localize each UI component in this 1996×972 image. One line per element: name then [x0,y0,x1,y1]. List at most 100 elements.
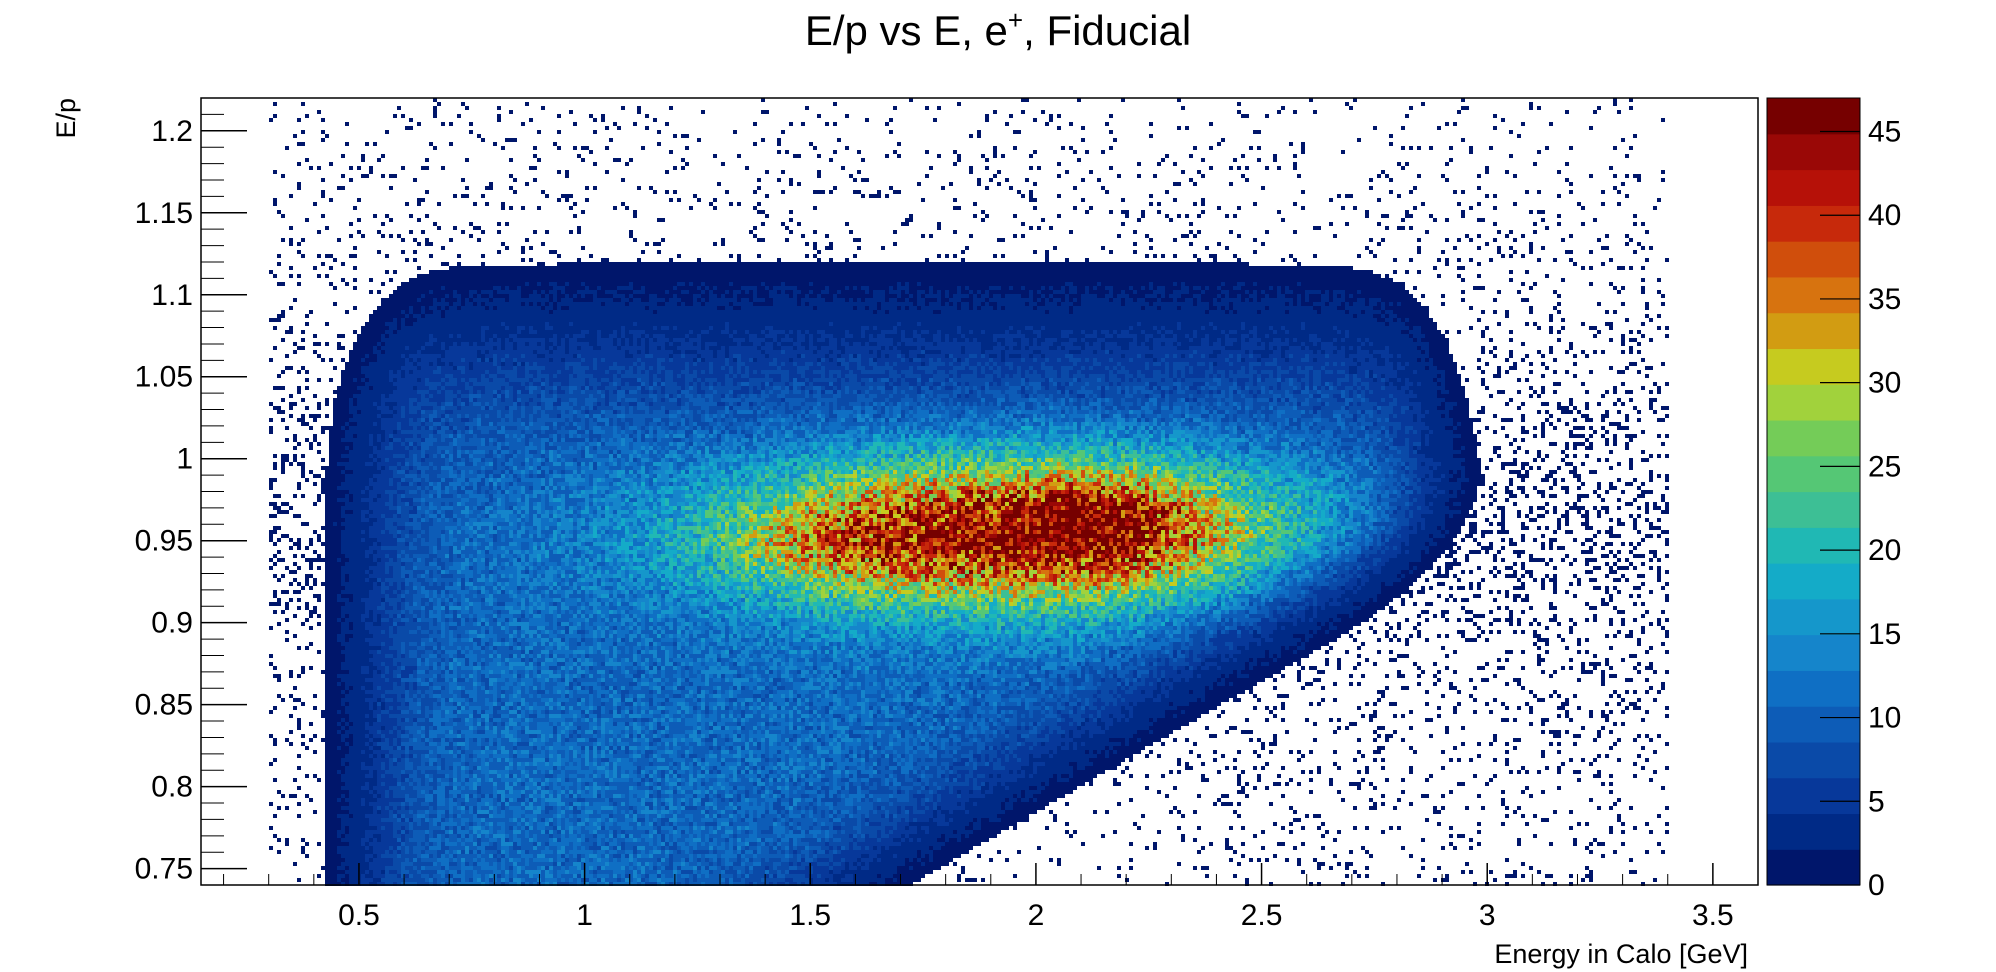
heatmap-cell [513,278,517,282]
heatmap-cell [1041,286,1045,290]
heatmap-cell [669,278,673,282]
heatmap-cell [661,270,665,274]
heatmap-cell [1273,278,1277,282]
heatmap-cell [913,266,917,270]
heatmap-cell [1521,282,1525,286]
heatmap-cell [589,294,593,298]
heatmap-cell [1597,302,1601,306]
heatmap-cell [1485,166,1489,170]
heatmap-cell [397,290,401,294]
heatmap-cell [1189,262,1193,266]
heatmap-cell [369,278,373,282]
heatmap-cell [593,130,597,134]
heatmap-cell [549,294,553,298]
heatmap-cell [585,282,589,286]
heatmap-cell [1217,294,1221,298]
heatmap-cell [1105,290,1109,294]
heatmap-cell [1385,278,1389,282]
heatmap-cell [389,306,393,310]
heatmap-cell [1149,298,1153,302]
heatmap-cell [817,282,821,286]
heatmap-cell [1661,170,1665,174]
heatmap-cell [1301,294,1305,298]
heatmap-cell [393,174,397,178]
heatmap-cell [1289,298,1293,302]
heatmap-cell [1085,290,1089,294]
heatmap-cell [605,278,609,282]
heatmap-cell [1241,278,1245,282]
heatmap-cell [937,266,941,270]
heatmap-cell [1109,290,1113,294]
heatmap-cell [721,238,725,242]
heatmap-cell [1417,246,1421,250]
heatmap-cell [1201,262,1205,266]
heatmap-cell [1177,270,1181,274]
heatmap-cell [1609,166,1613,170]
heatmap-cell [681,290,685,294]
heatmap-cell [1073,286,1077,290]
heatmap-cell [557,170,561,174]
heatmap-cell [1137,270,1141,274]
heatmap-cell [665,266,669,270]
heatmap-cell [569,294,573,298]
heatmap-cell [1409,106,1413,110]
heatmap-cell [689,206,693,210]
heatmap-cell [1397,282,1401,286]
heatmap-cell [385,306,389,310]
heatmap-cell [961,302,965,306]
heatmap-cell [1601,202,1605,206]
heatmap-cell [413,290,417,294]
heatmap-cell [981,278,985,282]
heatmap-cell [561,286,565,290]
heatmap-cell [509,110,513,114]
heatmap-cell [449,290,453,294]
heatmap-cell [633,278,637,282]
heatmap-cell [569,110,573,114]
heatmap-cell [821,302,825,306]
heatmap-cell [1277,274,1281,278]
heatmap-cell [953,198,957,202]
heatmap-cell [821,274,825,278]
heatmap-cell [1209,122,1213,126]
heatmap-cell [689,306,693,310]
heatmap-cell [885,282,889,286]
heatmap-cell [401,298,405,302]
heatmap-cell [561,270,565,274]
heatmap-cell [1293,298,1297,302]
heatmap-cell [1189,242,1193,246]
heatmap-cell [873,294,877,298]
heatmap-cell [893,150,897,154]
heatmap-cell [805,286,809,290]
heatmap-cell [429,302,433,306]
heatmap-cell [545,194,549,198]
heatmap-cell [1005,270,1009,274]
heatmap-cell [989,286,993,290]
heatmap-cell [469,270,473,274]
heatmap-cell [1121,210,1125,214]
heatmap-cell [381,298,385,302]
heatmap-cell [1325,274,1329,278]
heatmap-cell [1209,262,1213,266]
heatmap-cell [945,266,949,270]
heatmap-cell [1197,266,1201,270]
heatmap-cell [521,306,525,310]
heatmap-cell [481,294,485,298]
heatmap-cell [1097,178,1101,182]
heatmap-cell [409,290,413,294]
heatmap-cell [761,282,765,286]
heatmap-cell [985,158,989,162]
heatmap-cell [597,286,601,290]
heatmap-cell [993,302,997,306]
heatmap-cell [1289,274,1293,278]
heatmap-cell [561,282,565,286]
heatmap-cell [849,230,853,234]
heatmap-cell [1205,262,1209,266]
heatmap-cell [965,286,969,290]
heatmap-cell [1357,294,1361,298]
heatmap-cell [1157,270,1161,274]
heatmap-cell [881,294,885,298]
heatmap-cell [685,266,689,270]
heatmap-cell [1169,294,1173,298]
heatmap-cell [1033,286,1037,290]
heatmap-cell [1089,170,1093,174]
